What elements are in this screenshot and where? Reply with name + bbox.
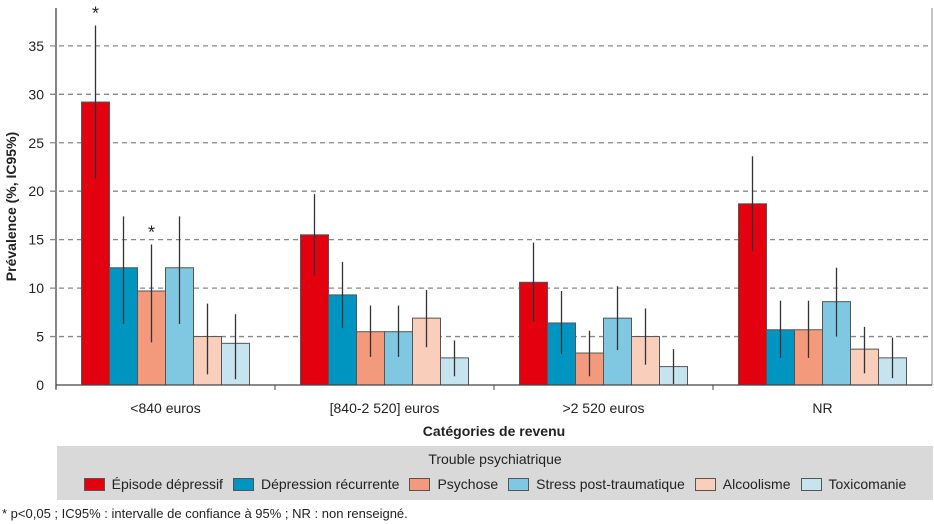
legend-label: Stress post-traumatique xyxy=(536,476,685,492)
legend-item: Stress post-traumatique xyxy=(508,476,685,492)
x-category-label: <840 euros xyxy=(130,400,200,416)
y-tick-label: 10 xyxy=(28,280,44,296)
y-tick-label: 30 xyxy=(28,86,44,102)
legend-item: Alcoolisme xyxy=(694,476,791,492)
legend-swatch xyxy=(508,477,530,491)
x-category-label: NR xyxy=(812,400,832,416)
y-tick-label: 5 xyxy=(36,329,44,345)
legend-label: Alcoolisme xyxy=(722,476,791,492)
legend-swatch xyxy=(694,477,716,491)
y-tick-label: 15 xyxy=(28,232,44,248)
legend-label: Toxicomanie xyxy=(828,476,907,492)
y-tick-label: 0 xyxy=(36,377,44,393)
legend-item: Dépression récurrente xyxy=(232,476,400,492)
y-tick-label: 35 xyxy=(28,38,44,54)
legend-label: Épisode dépressif xyxy=(111,476,223,492)
legend-items: Épisode dépressif Dépression récurrente Ps… xyxy=(57,476,933,492)
x-category-label: >2 520 euros xyxy=(562,400,644,416)
x-category-label: [840-2 520] euros xyxy=(330,400,440,416)
legend-label: Dépression récurrente xyxy=(260,476,400,492)
legend-swatch xyxy=(83,477,105,491)
y-tick-label: 25 xyxy=(28,135,44,151)
significance-marker: * xyxy=(92,4,99,24)
legend: Trouble psychiatrique Épisode dépressif D… xyxy=(57,446,933,500)
footnote: * p<0,05 ; IC95% : intervalle de confian… xyxy=(2,506,408,521)
bar-chart: 0 5 10 15 20 25 30 35 Prévalence (%, IC95%) * * <84… xyxy=(3,4,933,439)
legend-item: Psychose xyxy=(409,476,498,492)
y-tick-label: 20 xyxy=(28,183,44,199)
legend-swatch xyxy=(232,477,254,491)
y-axis-title: Prévalence (%, IC95%) xyxy=(3,132,19,281)
x-axis-title: Catégories de revenu xyxy=(423,423,565,439)
legend-swatch xyxy=(409,477,431,491)
legend-label: Psychose xyxy=(437,476,499,492)
legend-item: Épisode dépressif xyxy=(83,476,223,492)
legend-swatch xyxy=(800,477,822,491)
legend-item: Toxicomanie xyxy=(800,476,907,492)
significance-marker: * xyxy=(148,222,155,242)
legend-title: Trouble psychiatrique xyxy=(428,451,562,467)
